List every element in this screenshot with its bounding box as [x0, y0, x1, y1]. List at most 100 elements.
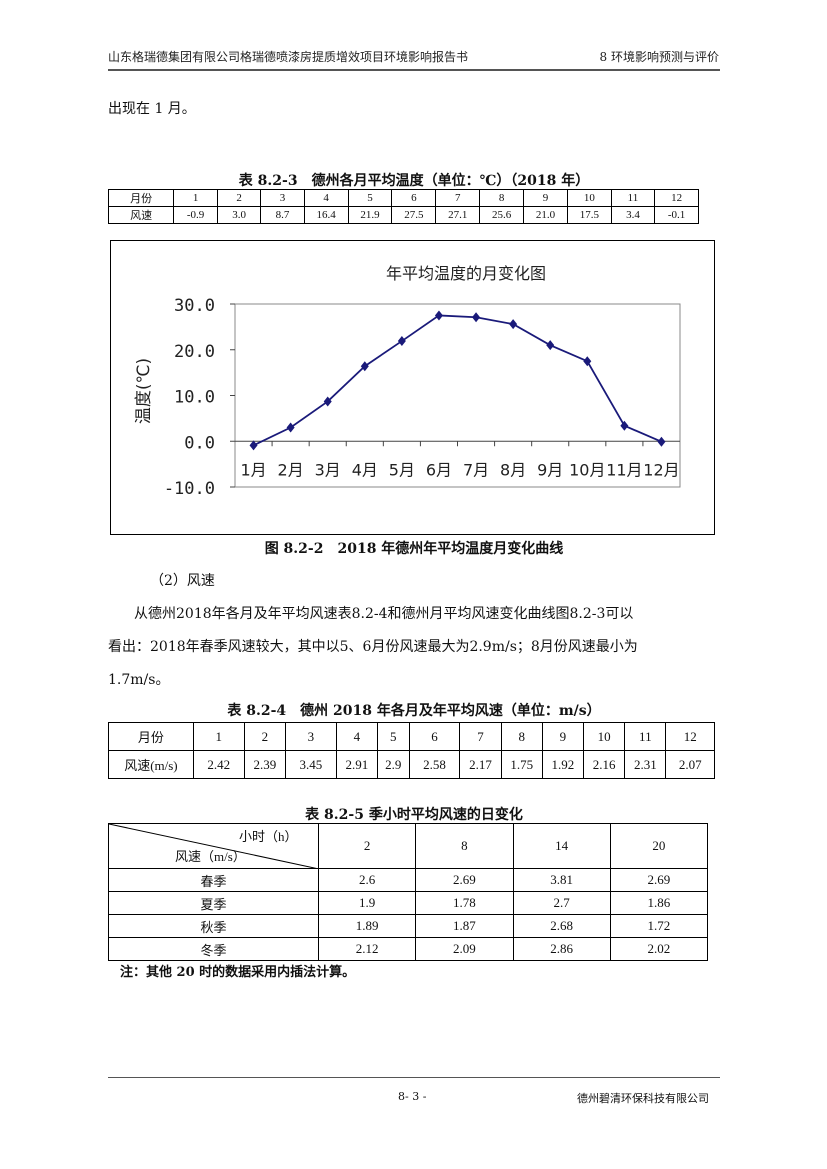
table-cell: 3	[284, 722, 337, 751]
wind-speed-table: 月份 1 2 3 4 5 6 7 8 9 10 11 12 风速(m/s) 2.42 2.39 3.45 2.91…	[108, 722, 715, 779]
data-point	[583, 356, 592, 367]
table3-caption: 表 8.2-5 季小时平均风速的日变化	[305, 807, 523, 823]
table-cell: 21.0	[523, 206, 568, 224]
data-point	[249, 440, 258, 451]
chart-frame: 年平均温度的月变化图 温度(℃) 30.0 20.0 10.0 0.0 -10.0 1月 2月 3…	[110, 240, 715, 535]
y-tick-label: 10.0	[174, 388, 215, 408]
table-cell: 25.6	[479, 206, 525, 224]
table-cell: 2.69	[415, 868, 514, 892]
table-cell: 8	[500, 722, 543, 751]
series-line	[253, 314, 662, 447]
table-cell: 2.7	[512, 891, 611, 915]
table-row: 夏季 1.9 1.78 2.7 1.86	[108, 891, 709, 915]
table-cell: 2.58	[408, 750, 461, 779]
row-label: 月份	[108, 722, 194, 751]
table-row: 风速(m/s) 2.42 2.39 3.45 2.91 2.9 2.58 2.17 1.75 1.…	[108, 750, 715, 779]
table-cell: 1	[173, 189, 218, 207]
table-cell: 2.91	[335, 750, 379, 779]
x-tick-label: 11月	[606, 460, 642, 479]
table-cell: 1.86	[609, 891, 709, 915]
table-cell: 17.5	[566, 206, 612, 224]
data-point	[620, 420, 629, 431]
table-cell: 4	[335, 722, 379, 751]
data-point	[546, 340, 555, 351]
table-cell: 1.89	[317, 914, 417, 938]
footer-company: 德州碧清环保科技有限公司	[577, 1092, 709, 1105]
table-row: 风速 -0.9 3.0 8.7 16.4 21.9 27.5 27.1 25.6 21.0 17.5…	[107, 206, 699, 224]
table-cell: 9	[541, 722, 585, 751]
data-point	[286, 422, 295, 433]
table-cell: 16.4	[303, 206, 349, 224]
data-point	[434, 310, 443, 321]
header-divider	[108, 69, 720, 71]
corner-hours-label: 小时（h）	[239, 829, 298, 844]
y-tick-label: 20.0	[174, 342, 215, 362]
corner-speed-label: 风速（m/s）	[175, 849, 246, 864]
table-cell: 2.31	[624, 750, 667, 779]
y-axis-label: 温度(℃)	[134, 358, 154, 424]
table-cell: 11	[624, 722, 667, 751]
table1-caption: 表 8.2-3 德州各月平均温度（单位：℃）（2018 年）	[238, 173, 590, 189]
table-cell: 12	[665, 722, 715, 751]
table-row: 冬季 2.12 2.09 2.86 2.02	[108, 937, 709, 961]
table-cell: 1.78	[415, 891, 514, 915]
table-cell: 10	[566, 189, 612, 207]
table-cell: 7	[459, 722, 502, 751]
x-tick-label: 5月	[389, 460, 415, 479]
table-cell: 8.7	[260, 206, 305, 224]
y-tick-label: 30.0	[174, 296, 215, 316]
table-cell: 21.9	[347, 206, 393, 224]
x-tick-label: 8月	[500, 460, 526, 479]
x-tick-label: 6月	[426, 460, 452, 479]
paragraph-line: 从德州2018年各月及年平均风速表8.2-4和德州月平均风速变化曲线图8.2-3…	[134, 606, 634, 622]
row-label: 风速	[107, 206, 175, 224]
data-point	[323, 396, 332, 407]
data-point	[657, 436, 666, 447]
table-cell: 1.75	[500, 750, 543, 779]
table-cell: 3.81	[512, 868, 611, 892]
table-cell: 5	[347, 189, 393, 207]
table-cell: 2.09	[415, 937, 514, 961]
x-tick-label: 12月	[643, 460, 679, 479]
table-cell: 5	[377, 722, 410, 751]
table-cell: 4	[303, 189, 349, 207]
table-note: 注：其他 20 时的数据采用内插法计算。	[120, 965, 356, 980]
footer-divider	[108, 1077, 720, 1078]
table-cell: 1.72	[609, 914, 709, 938]
table-cell: 1.87	[415, 914, 514, 938]
table-cell: 2.12	[317, 937, 417, 961]
row-label: 月份	[107, 189, 175, 207]
table-cell: 1.9	[317, 891, 417, 915]
paragraph-line: 1.7m/s。	[108, 672, 170, 688]
row-label: 夏季	[108, 891, 319, 915]
section-heading: （2）风速	[150, 573, 215, 589]
hour-header: 8	[415, 823, 514, 869]
data-point	[397, 336, 406, 347]
table-cell: 8	[479, 189, 525, 207]
table2-caption: 表 8.2-4 德州 2018 年各月及年平均风速（单位：m/s）	[227, 703, 601, 719]
intro-text: 出现在 1 月。	[108, 101, 196, 117]
table-cell: 3.4	[610, 206, 656, 224]
y-tick-label: -10.0	[164, 479, 215, 499]
table-cell: 12	[654, 189, 699, 207]
x-tick-label: 3月	[315, 460, 341, 479]
header-section: 8 环境影响预测与评价	[599, 50, 719, 64]
x-tick-label: 9月	[537, 460, 563, 479]
table-cell: 2.68	[512, 914, 611, 938]
row-label: 冬季	[108, 937, 319, 961]
y-tick-label: 0.0	[184, 433, 215, 453]
row-label: 风速(m/s)	[108, 750, 194, 779]
x-tick-label: 10月	[569, 460, 605, 479]
table-cell: 11	[610, 189, 656, 207]
table-cell: 2.86	[512, 937, 611, 961]
table-cell: 6	[391, 189, 437, 207]
header-title: 山东格瑞德集团有限公司格瑞德喷漆房提质增效项目环境影响报告书	[108, 50, 469, 64]
row-label: 春季	[108, 868, 319, 892]
table-cell: 27.1	[435, 206, 481, 224]
table-cell: 2.07	[665, 750, 715, 779]
hour-header: 2	[317, 823, 417, 869]
table-row: 月份 1 2 3 4 5 6 7 8 9 10 11 12	[107, 189, 699, 207]
table-cell: 7	[435, 189, 481, 207]
table-cell: 2	[243, 722, 286, 751]
